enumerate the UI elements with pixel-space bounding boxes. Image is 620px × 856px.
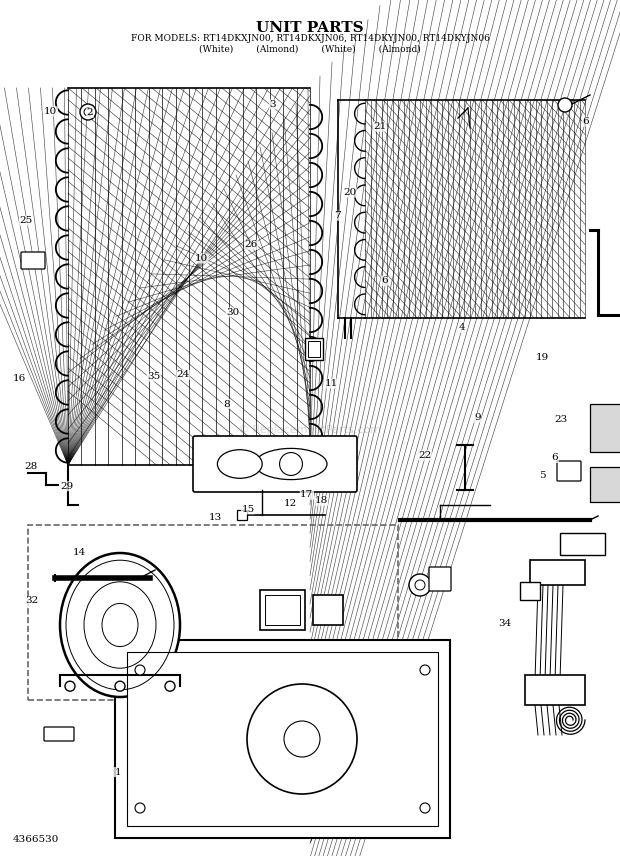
- Circle shape: [84, 108, 92, 116]
- Text: 4: 4: [459, 324, 465, 332]
- Circle shape: [420, 803, 430, 813]
- Bar: [260, 590, 305, 630]
- Bar: [28, 525, 398, 700]
- Text: 34: 34: [498, 619, 512, 627]
- Bar: [530, 560, 585, 585]
- Circle shape: [135, 803, 145, 813]
- Text: 10: 10: [44, 107, 58, 116]
- Text: 30: 30: [226, 308, 239, 317]
- Circle shape: [284, 721, 320, 757]
- Circle shape: [135, 665, 145, 675]
- Text: 2: 2: [87, 109, 93, 117]
- Bar: [520, 582, 540, 600]
- Circle shape: [65, 681, 75, 691]
- Text: 8: 8: [223, 400, 229, 408]
- Circle shape: [420, 665, 430, 675]
- Text: 22: 22: [418, 451, 432, 460]
- Text: 24: 24: [176, 371, 190, 379]
- Text: 15: 15: [241, 505, 255, 514]
- Bar: [590, 467, 620, 502]
- Bar: [313, 595, 343, 625]
- Ellipse shape: [255, 449, 327, 479]
- Text: 6: 6: [583, 117, 589, 126]
- Circle shape: [80, 104, 96, 120]
- Text: 16: 16: [13, 374, 27, 383]
- Text: 9: 9: [474, 413, 480, 422]
- Bar: [308, 341, 320, 357]
- Text: 26: 26: [244, 241, 258, 249]
- FancyBboxPatch shape: [21, 252, 45, 269]
- Text: 35: 35: [147, 372, 161, 381]
- Bar: [68, 88, 310, 465]
- Text: 5: 5: [539, 472, 546, 480]
- FancyBboxPatch shape: [557, 461, 581, 481]
- Circle shape: [409, 574, 431, 596]
- Text: 28: 28: [24, 462, 38, 471]
- Circle shape: [280, 453, 303, 475]
- Text: 1: 1: [115, 768, 121, 776]
- Text: 21: 21: [373, 122, 386, 131]
- Text: © ReplacementParts.com: © ReplacementParts.com: [239, 425, 381, 435]
- Text: 19: 19: [536, 354, 549, 362]
- Text: 20: 20: [343, 188, 357, 197]
- Text: 10: 10: [195, 254, 208, 263]
- Text: 17: 17: [300, 490, 314, 499]
- Text: 11: 11: [325, 379, 339, 388]
- Text: UNIT PARTS: UNIT PARTS: [256, 21, 364, 34]
- Text: 25: 25: [19, 217, 33, 225]
- Text: 6: 6: [381, 276, 388, 285]
- Bar: [525, 675, 585, 705]
- Text: (White)        (Almond)        (White)        (Almond): (White) (Almond) (White) (Almond): [199, 45, 421, 54]
- Bar: [127, 652, 438, 826]
- Text: 14: 14: [73, 548, 86, 556]
- Text: FOR MODELS: RT14DKXJN00, RT14DKXJN06, RT14DKYJN00, RT14DKYJN06: FOR MODELS: RT14DKXJN00, RT14DKXJN06, RT…: [131, 34, 489, 44]
- Bar: [305, 338, 323, 360]
- Polygon shape: [115, 640, 450, 838]
- Text: 32: 32: [25, 597, 39, 605]
- Circle shape: [247, 684, 357, 794]
- Bar: [590, 404, 620, 452]
- Ellipse shape: [218, 449, 262, 479]
- FancyBboxPatch shape: [429, 567, 451, 591]
- Bar: [237, 510, 247, 520]
- Circle shape: [115, 681, 125, 691]
- Text: 12: 12: [283, 499, 297, 508]
- Text: 4366530: 4366530: [12, 835, 59, 844]
- Text: 29: 29: [60, 482, 74, 490]
- Circle shape: [415, 580, 425, 590]
- Bar: [265, 595, 300, 625]
- Circle shape: [165, 681, 175, 691]
- Text: 3: 3: [270, 100, 276, 109]
- FancyBboxPatch shape: [44, 727, 74, 741]
- Ellipse shape: [60, 553, 180, 697]
- Circle shape: [558, 98, 572, 112]
- FancyBboxPatch shape: [193, 436, 357, 492]
- Text: 6: 6: [552, 454, 558, 462]
- Text: 7: 7: [307, 835, 313, 844]
- Text: 23: 23: [554, 415, 568, 424]
- Text: 18: 18: [314, 496, 328, 505]
- Text: 7: 7: [335, 211, 341, 220]
- Text: 13: 13: [209, 514, 223, 522]
- Bar: [560, 533, 605, 555]
